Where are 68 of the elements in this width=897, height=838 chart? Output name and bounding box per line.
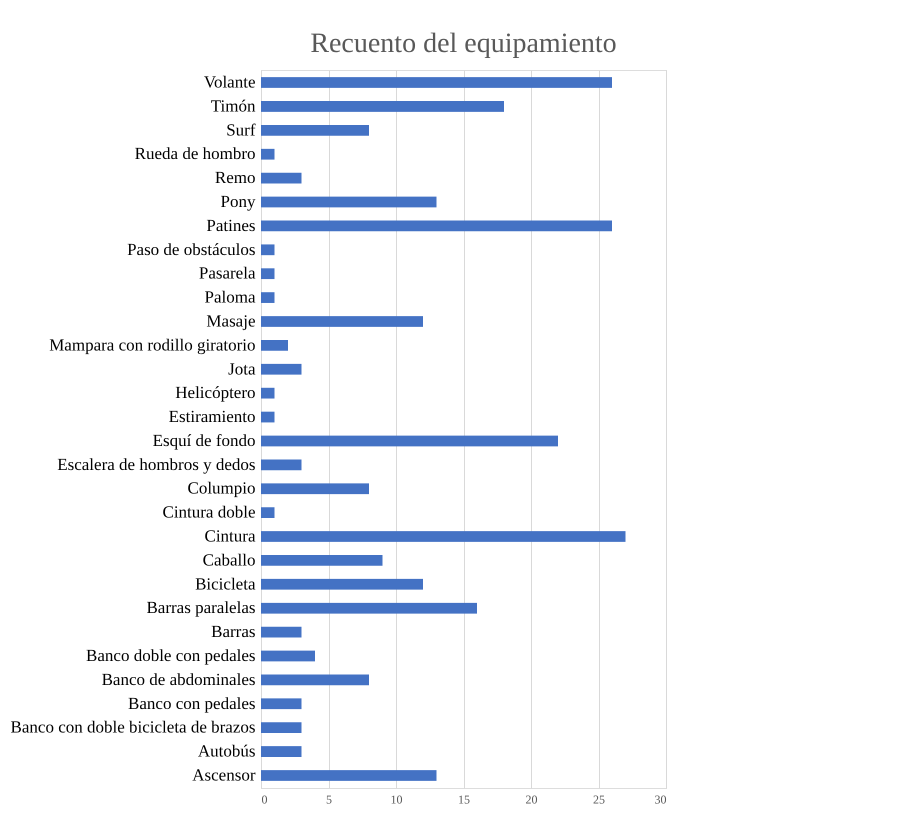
y-tick-label: Mampara con rodillo giratorio (49, 335, 256, 354)
y-tick-label: Pasarela (198, 264, 256, 283)
y-tick-label: Caballo (202, 550, 256, 570)
bar (261, 602, 477, 614)
y-tick-label: Rueda de hombro (134, 144, 256, 164)
y-tick-label: Columpio (187, 478, 256, 498)
bar (261, 650, 315, 662)
bar (261, 459, 302, 470)
bar (261, 698, 302, 710)
x-tick-label: 10 (390, 792, 402, 806)
y-tick-label: Autobús (198, 742, 256, 761)
y-tick-label: Esquí de fondo (152, 430, 256, 450)
y-tick-label: Ascensor (192, 765, 256, 784)
bar (261, 220, 612, 232)
bar (261, 196, 436, 208)
bar (261, 124, 369, 136)
chart-title: Recuento del equipamiento (310, 28, 617, 59)
bar (261, 770, 436, 781)
y-tick-label: Banco de abdominales (102, 670, 256, 689)
bar (261, 340, 288, 351)
y-tick-label: Barras (211, 622, 256, 642)
bar (261, 101, 504, 112)
x-tick-label: 20 (526, 792, 538, 806)
bar (261, 148, 274, 160)
x-tick-label: 25 (593, 792, 605, 806)
bar (261, 316, 423, 327)
bar (261, 77, 612, 88)
y-tick-label: Banco doble con pedales (86, 646, 256, 665)
y-tick-label: Escalera de hombros y dedos (57, 454, 256, 474)
x-tick-label: 15 (458, 792, 470, 806)
x-tick-label: 5 (326, 792, 332, 806)
bar (261, 388, 274, 399)
bar (261, 555, 382, 566)
y-tick-label: Pony (220, 192, 256, 212)
bar (261, 244, 274, 256)
y-tick-label: Patines (206, 216, 256, 235)
bar (261, 746, 302, 757)
bar (261, 531, 626, 542)
bar (261, 674, 369, 686)
y-tick-label: Barras paralelas (146, 598, 256, 618)
y-tick-label: Volante (204, 72, 256, 92)
y-tick-label: Helicóptero (175, 383, 256, 402)
y-tick-label: Jota (228, 359, 256, 378)
bar (261, 364, 302, 375)
y-tick-label: Paloma (204, 288, 256, 307)
bar (261, 436, 558, 446)
bar (261, 722, 302, 734)
y-tick-label: Banco con pedales (128, 694, 256, 713)
y-tick-label: Estiramiento (168, 407, 256, 426)
bar (261, 412, 274, 422)
y-tick-label: Banco con doble bicicleta de brazos (10, 718, 256, 737)
bar (261, 172, 302, 184)
y-tick-label: Timón (210, 96, 256, 116)
bar (261, 292, 274, 303)
x-tick-label: 30 (654, 792, 666, 806)
bar (261, 268, 274, 280)
y-tick-label: Paso de obstáculos (127, 240, 256, 259)
bar (261, 626, 302, 638)
y-tick-label: Remo (214, 168, 256, 188)
y-tick-label: Surf (226, 120, 256, 140)
y-tick-label: Bicicleta (195, 574, 256, 594)
y-tick-label: Cintura (204, 526, 256, 546)
y-tick-label: Masaje (206, 311, 256, 330)
bar (261, 507, 274, 518)
bar (261, 578, 423, 590)
y-tick-label: Cintura doble (162, 502, 256, 522)
x-tick-label: 0 (262, 792, 268, 806)
bar (261, 483, 369, 494)
